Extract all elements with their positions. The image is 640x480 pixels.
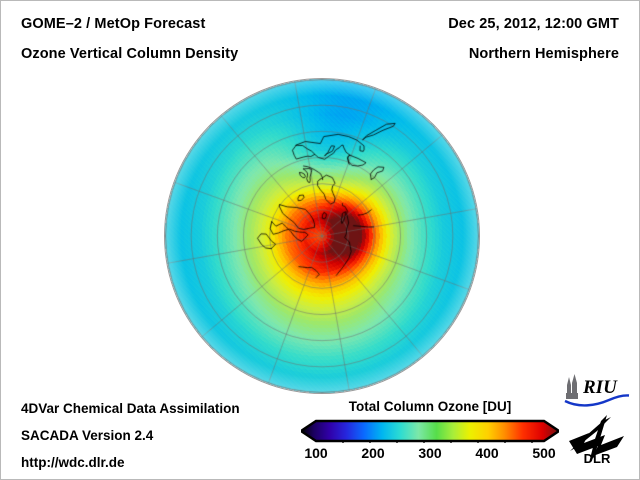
colorbar-title: Total Column Ozone [DU] [348,399,512,414]
hemisphere-label: Northern Hemisphere [468,46,619,62]
product-title: Ozone Vertical Column Density [21,46,239,62]
colorbar-tick-1: 200 [361,445,385,461]
colorbar-tick-2: 300 [418,445,442,461]
colorbar-tick-0: 100 [304,445,328,461]
dlr-logo: DLR [569,415,624,465]
globe-disc [165,79,479,393]
riu-wordmark: RIU [582,377,618,398]
colorbar-tick-3: 400 [475,445,499,461]
colorbar-tick-4: 500 [532,445,556,461]
riu-logo: RIU [564,374,630,407]
method-label: 4DVar Chemical Data Assimilation [21,401,240,416]
colorbar: Total Column Ozone [DU] [301,399,559,469]
ozone-field-canvas [165,79,479,393]
instrument-title: GOME–2 / MetOp Forecast [21,16,206,32]
url-label: http://wdc.dlr.de [21,455,125,470]
version-label: SACADA Version 2.4 [21,428,154,443]
colorbar-tick-labels: 100 200 300 400 500 [301,443,559,465]
globe-map [165,79,479,393]
colorbar-gradient [301,419,559,443]
dlr-wordmark: DLR [584,451,611,465]
timestamp-label: Dec 25, 2012, 12:00 GMT [448,16,619,32]
